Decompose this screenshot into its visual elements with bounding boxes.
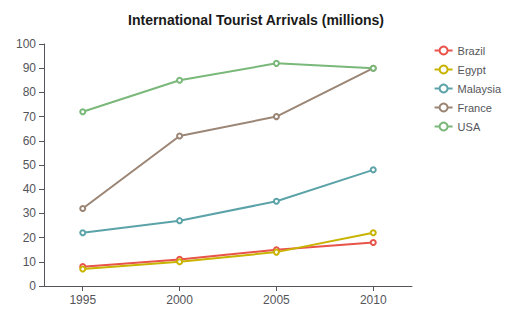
- svg-text:20: 20: [23, 231, 37, 245]
- svg-text:10: 10: [23, 255, 37, 269]
- svg-text:70: 70: [23, 110, 37, 124]
- svg-text:International Tourist Arrivals: International Tourist Arrivals (millions…: [128, 12, 384, 28]
- svg-text:60: 60: [23, 134, 37, 148]
- svg-text:80: 80: [23, 85, 37, 99]
- svg-text:Brazil: Brazil: [458, 45, 486, 57]
- svg-text:USA: USA: [458, 121, 481, 133]
- svg-text:50: 50: [23, 158, 37, 172]
- svg-text:0: 0: [29, 279, 36, 293]
- svg-text:2000: 2000: [166, 293, 193, 307]
- svg-text:30: 30: [23, 206, 37, 220]
- svg-text:1995: 1995: [69, 293, 96, 307]
- svg-text:2010: 2010: [360, 293, 387, 307]
- svg-text:Egypt: Egypt: [458, 64, 486, 76]
- svg-text:Malaysia: Malaysia: [458, 83, 502, 95]
- svg-text:100: 100: [16, 37, 36, 51]
- svg-text:40: 40: [23, 182, 37, 196]
- svg-text:France: France: [458, 102, 492, 114]
- svg-text:2005: 2005: [263, 293, 290, 307]
- svg-text:90: 90: [23, 61, 37, 75]
